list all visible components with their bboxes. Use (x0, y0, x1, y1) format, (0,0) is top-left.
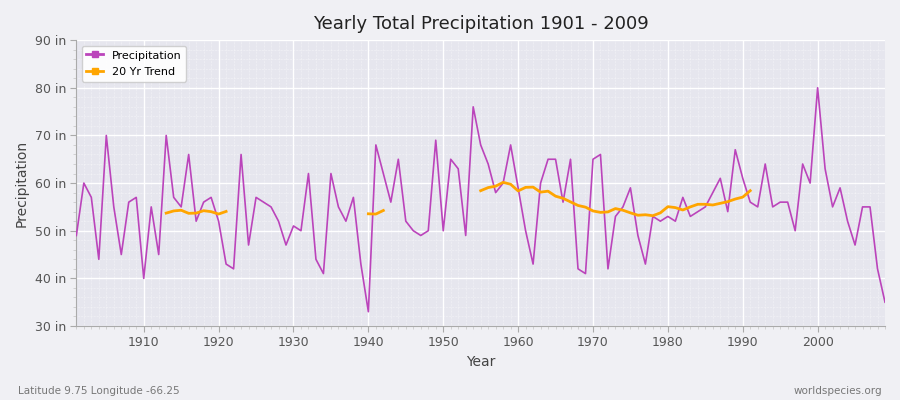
Title: Yearly Total Precipitation 1901 - 2009: Yearly Total Precipitation 1901 - 2009 (313, 15, 649, 33)
Y-axis label: Precipitation: Precipitation (15, 140, 29, 227)
Legend: Precipitation, 20 Yr Trend: Precipitation, 20 Yr Trend (82, 46, 186, 82)
Text: worldspecies.org: worldspecies.org (794, 386, 882, 396)
X-axis label: Year: Year (466, 355, 495, 369)
Text: Latitude 9.75 Longitude -66.25: Latitude 9.75 Longitude -66.25 (18, 386, 180, 396)
